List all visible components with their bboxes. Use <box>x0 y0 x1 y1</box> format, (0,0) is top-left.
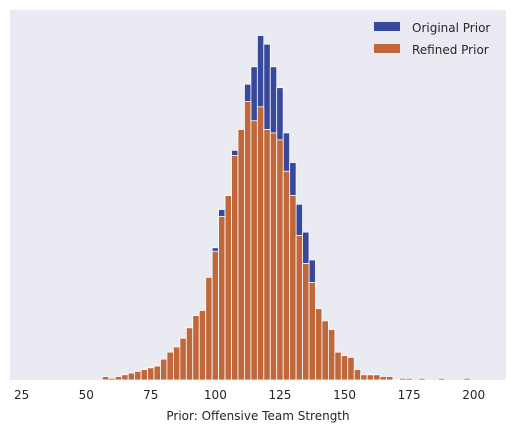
histogram-bar <box>276 139 284 381</box>
histogram-bar <box>269 132 278 381</box>
histogram-bar <box>231 155 239 381</box>
legend-swatch-refined-prior <box>374 44 400 53</box>
histogram-bar <box>295 235 303 381</box>
histogram-bar <box>340 355 349 381</box>
histogram-bar <box>198 309 207 381</box>
histogram-bar <box>134 370 142 381</box>
histogram-bar <box>373 374 381 381</box>
histogram-bar <box>379 376 387 381</box>
histogram-bar <box>463 377 471 381</box>
histogram-bar <box>399 377 407 381</box>
histogram-bar <box>366 374 375 381</box>
x-tick-label: 75 <box>143 388 158 402</box>
histogram-bar <box>263 129 271 381</box>
legend-label-original-prior: Original Prior <box>412 21 490 35</box>
x-tick-label: 50 <box>79 388 94 402</box>
histogram-bar <box>321 320 329 381</box>
histogram-bar <box>218 216 226 381</box>
histogram-bar <box>108 377 116 381</box>
histogram-bar <box>302 263 310 381</box>
histogram-bar <box>418 377 426 381</box>
histogram-bar <box>237 129 245 381</box>
histogram-bar <box>334 351 342 381</box>
histogram-bar <box>114 376 123 381</box>
histogram-bar <box>256 106 265 381</box>
x-tick-label: 175 <box>398 388 421 402</box>
histogram-bar <box>179 337 187 381</box>
legend-label-refined-prior: Refined Prior <box>412 43 489 57</box>
histogram-bar <box>160 358 168 381</box>
legend: Original Prior Refined Prior <box>374 21 490 57</box>
histogram-bar <box>360 374 368 381</box>
x-tick-label: 25 <box>14 388 29 402</box>
histogram-bar <box>205 276 213 381</box>
histogram-bar <box>121 374 129 381</box>
histogram-bar <box>315 308 323 381</box>
histogram-bar <box>327 329 336 381</box>
histogram-bar <box>101 376 110 381</box>
histogram-bar <box>140 369 148 381</box>
histogram-bar <box>192 315 200 381</box>
bars-layer <box>101 35 471 381</box>
series-refined-prior <box>101 101 471 381</box>
x-tick-label: 150 <box>333 388 356 402</box>
histogram-bar <box>308 282 316 381</box>
histogram-bar <box>153 365 161 381</box>
histogram-bar <box>166 351 174 381</box>
histogram-bar <box>250 120 258 381</box>
x-tick-label: 200 <box>462 388 485 402</box>
histogram-bar <box>405 377 413 381</box>
histogram-bar <box>127 372 136 381</box>
x-tick-label: 100 <box>204 388 227 402</box>
histogram-bar <box>211 250 220 381</box>
histogram-bar <box>347 356 355 381</box>
legend-swatch-original-prior <box>374 22 400 31</box>
x-tick-labels: 25 50 75 100 125 150 175 200 <box>14 388 485 402</box>
histogram-bar <box>437 377 446 381</box>
histogram-bar <box>172 346 181 381</box>
histogram-bar <box>282 170 291 381</box>
histogram-bar <box>224 195 232 381</box>
histogram-bar <box>353 369 362 381</box>
histogram-bar <box>147 367 155 381</box>
histogram-bar <box>386 376 394 381</box>
histogram-bar <box>185 327 194 381</box>
histogram-bar <box>289 195 297 381</box>
histogram-bar <box>244 101 252 381</box>
x-tick-label: 125 <box>269 388 292 402</box>
x-axis-label: Prior: Offensive Team Strength <box>166 409 349 423</box>
